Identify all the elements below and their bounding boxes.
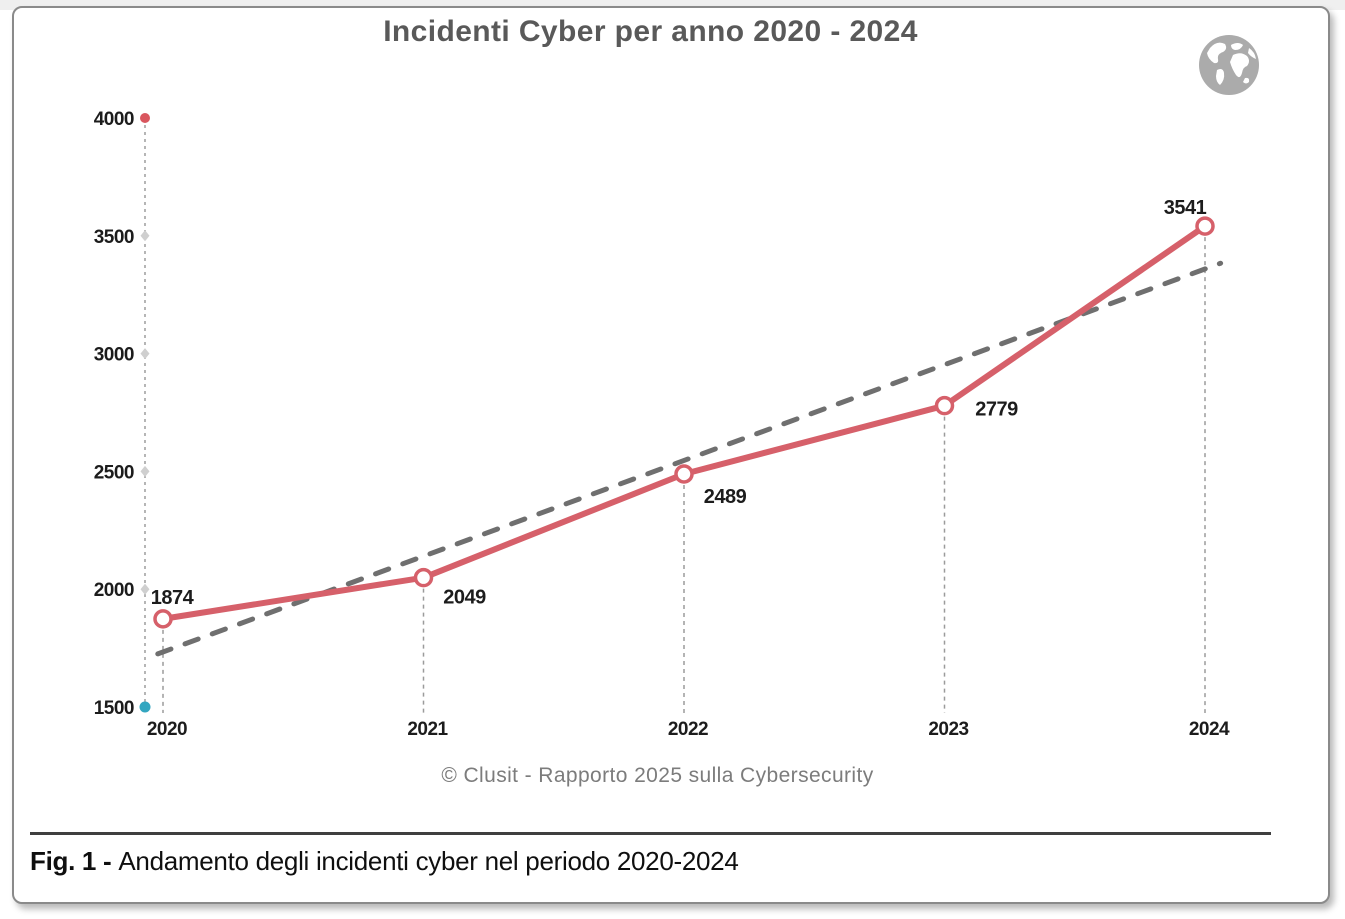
y-axis-top-dot — [140, 113, 150, 123]
x-tick-label-2020: 2020 — [147, 719, 187, 740]
slide-card — [12, 6, 1330, 904]
data-label-2023: 2779 — [975, 399, 1018, 421]
data-label-2021: 2049 — [443, 587, 486, 609]
data-label-2020: 1874 — [151, 587, 195, 609]
figure-caption: Fig. 1 - Andamento degli incidenti cyber … — [30, 846, 1290, 877]
y-tick-label-3000: 3000 — [94, 345, 134, 366]
x-tick-label-2024: 2024 — [1189, 719, 1230, 740]
data-label-2024: 3541 — [1164, 197, 1207, 219]
y-axis-tick-diamond — [140, 465, 150, 477]
data-point-2024 — [1195, 216, 1215, 236]
y-axis-tick-diamond — [140, 583, 150, 595]
chart-title: Incidenti Cyber per anno 2020 - 2024 — [383, 15, 918, 48]
window-top-edge — [0, 0, 1345, 10]
y-tick-label-2500: 2500 — [94, 462, 134, 483]
data-label-2022: 2489 — [704, 486, 747, 508]
figure-caption-text: Andamento degli incidenti cyber nel peri… — [118, 846, 739, 876]
y-axis-bottom-dot — [139, 701, 151, 713]
y-axis-tick-diamond — [140, 348, 150, 360]
source-caption: © Clusit - Rapporto 2025 sulla Cybersecu… — [441, 764, 874, 787]
data-point-2023 — [934, 395, 955, 416]
caption-divider — [30, 832, 1271, 835]
y-tick-label-1500: 1500 — [94, 698, 134, 719]
y-tick-label-2000: 2000 — [94, 580, 134, 601]
data-point-2020 — [153, 609, 173, 629]
globe-icon — [1199, 35, 1259, 95]
figure-caption-label: Fig. 1 - — [30, 846, 112, 876]
x-tick-label-2023: 2023 — [928, 719, 968, 740]
x-tick-label-2021: 2021 — [407, 719, 448, 740]
data-point-2022 — [674, 464, 694, 484]
y-axis-tick-diamond — [140, 230, 150, 242]
x-tick-label-2022: 2022 — [668, 719, 708, 740]
y-tick-label-4000: 4000 — [94, 109, 134, 130]
data-point-2021 — [413, 567, 434, 588]
y-tick-label-3500: 3500 — [94, 227, 134, 248]
